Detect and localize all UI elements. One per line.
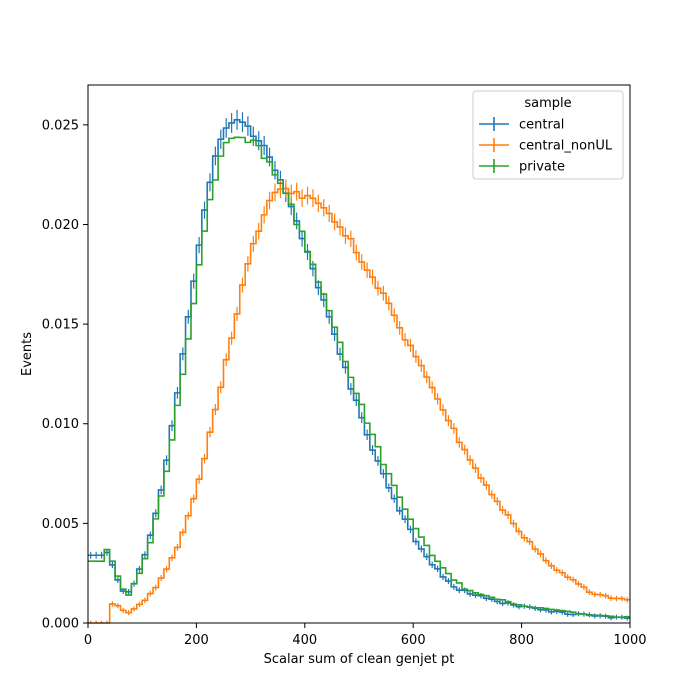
tick-group: 0 200 400 600 800 1000 0.000 0.005 0.010 0.015 0.0… [42, 118, 647, 648]
series-line-central_nonUL [88, 187, 630, 624]
y-tick-label: 0.025 [42, 118, 79, 133]
y-tick-label: 0.020 [42, 218, 79, 233]
series-central_nonUL [88, 179, 630, 624]
x-tick-label: 600 [401, 633, 426, 648]
x-axis-label: Scalar sum of clean genjet pt [264, 652, 455, 667]
series-line-central [88, 119, 630, 619]
y-tick-label: 0.015 [42, 318, 79, 333]
y-tick-label: 0.010 [42, 417, 79, 432]
legend-label: private [519, 160, 565, 175]
x-tick-label: 0 [84, 633, 92, 648]
legend-entry-central: central [479, 117, 564, 133]
y-axis-label: Events [20, 332, 35, 376]
legend-entry-central_nonUL: central_nonUL [479, 138, 613, 154]
legend-label: central_nonUL [519, 139, 613, 154]
x-tick-label: 200 [184, 633, 209, 648]
legend-entry-private: private [479, 159, 565, 175]
legend-title: sample [524, 96, 571, 111]
x-tick-label: 1000 [613, 633, 646, 648]
legend-box [472, 90, 624, 180]
y-tick-label: 0.000 [42, 617, 79, 632]
x-tick-label: 400 [292, 633, 317, 648]
x-tick-label: 800 [509, 633, 534, 648]
plot-series-group [88, 109, 630, 624]
y-tick-label: 0.005 [42, 517, 79, 532]
series-private [88, 136, 630, 619]
legend-label: central [519, 118, 564, 133]
plot-area-border [87, 84, 631, 624]
series-line-private [88, 136, 630, 619]
axes-frame [87, 84, 631, 624]
series-central [88, 109, 630, 621]
